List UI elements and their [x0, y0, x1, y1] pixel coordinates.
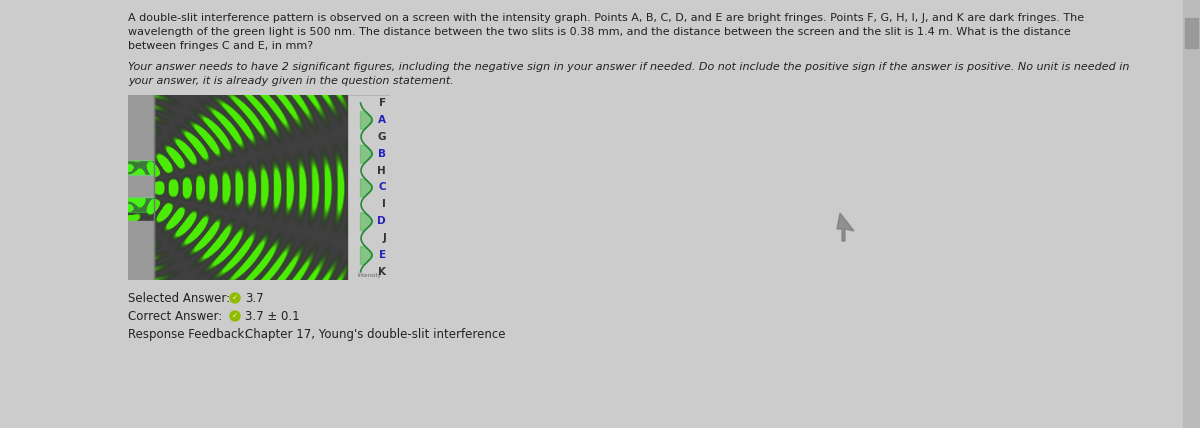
- Text: A: A: [378, 115, 386, 125]
- Bar: [128, 197, 155, 211]
- Text: H: H: [377, 166, 386, 175]
- Bar: [128, 221, 155, 280]
- Text: A double-slit interference pattern is observed on a screen with the intensity gr: A double-slit interference pattern is ob…: [128, 13, 1084, 23]
- Text: K: K: [378, 267, 386, 277]
- Text: D: D: [377, 216, 386, 226]
- Text: 3.7: 3.7: [245, 292, 264, 305]
- Bar: [1183, 0, 1200, 428]
- Text: Response Feedback:: Response Feedback:: [128, 328, 248, 341]
- Text: Intensity: Intensity: [358, 273, 380, 278]
- Circle shape: [230, 293, 240, 303]
- Text: E: E: [379, 250, 386, 260]
- Text: Selected Answer:: Selected Answer:: [128, 292, 230, 305]
- Text: B: B: [378, 149, 386, 159]
- Bar: [124, 91, 155, 284]
- Text: 3.7 ± 0.1: 3.7 ± 0.1: [245, 310, 300, 323]
- Bar: [128, 175, 155, 197]
- Text: I: I: [382, 199, 386, 209]
- Text: ✓: ✓: [232, 313, 238, 319]
- Polygon shape: [838, 213, 854, 241]
- Text: Correct Answer:: Correct Answer:: [128, 310, 222, 323]
- Text: G: G: [378, 132, 386, 142]
- Text: J: J: [382, 233, 386, 243]
- Text: F: F: [379, 98, 386, 108]
- Bar: [1186, 18, 1198, 48]
- Text: Chapter 17, Young's double-slit interference: Chapter 17, Young's double-slit interfer…: [245, 328, 505, 341]
- Text: wavelength of the green light is 500 nm. The distance between the two slits is 0: wavelength of the green light is 500 nm.…: [128, 27, 1070, 37]
- Circle shape: [230, 311, 240, 321]
- Text: C: C: [378, 182, 386, 193]
- Bar: [128, 95, 155, 160]
- Text: between fringes C and E, in mm?: between fringes C and E, in mm?: [128, 41, 313, 51]
- Text: ✓: ✓: [232, 295, 238, 301]
- Text: your answer, it is already given in the question statement.: your answer, it is already given in the …: [128, 76, 454, 86]
- Bar: [128, 160, 155, 175]
- Text: Your answer needs to have 2 significant figures, including the negative sign in : Your answer needs to have 2 significant …: [128, 62, 1129, 72]
